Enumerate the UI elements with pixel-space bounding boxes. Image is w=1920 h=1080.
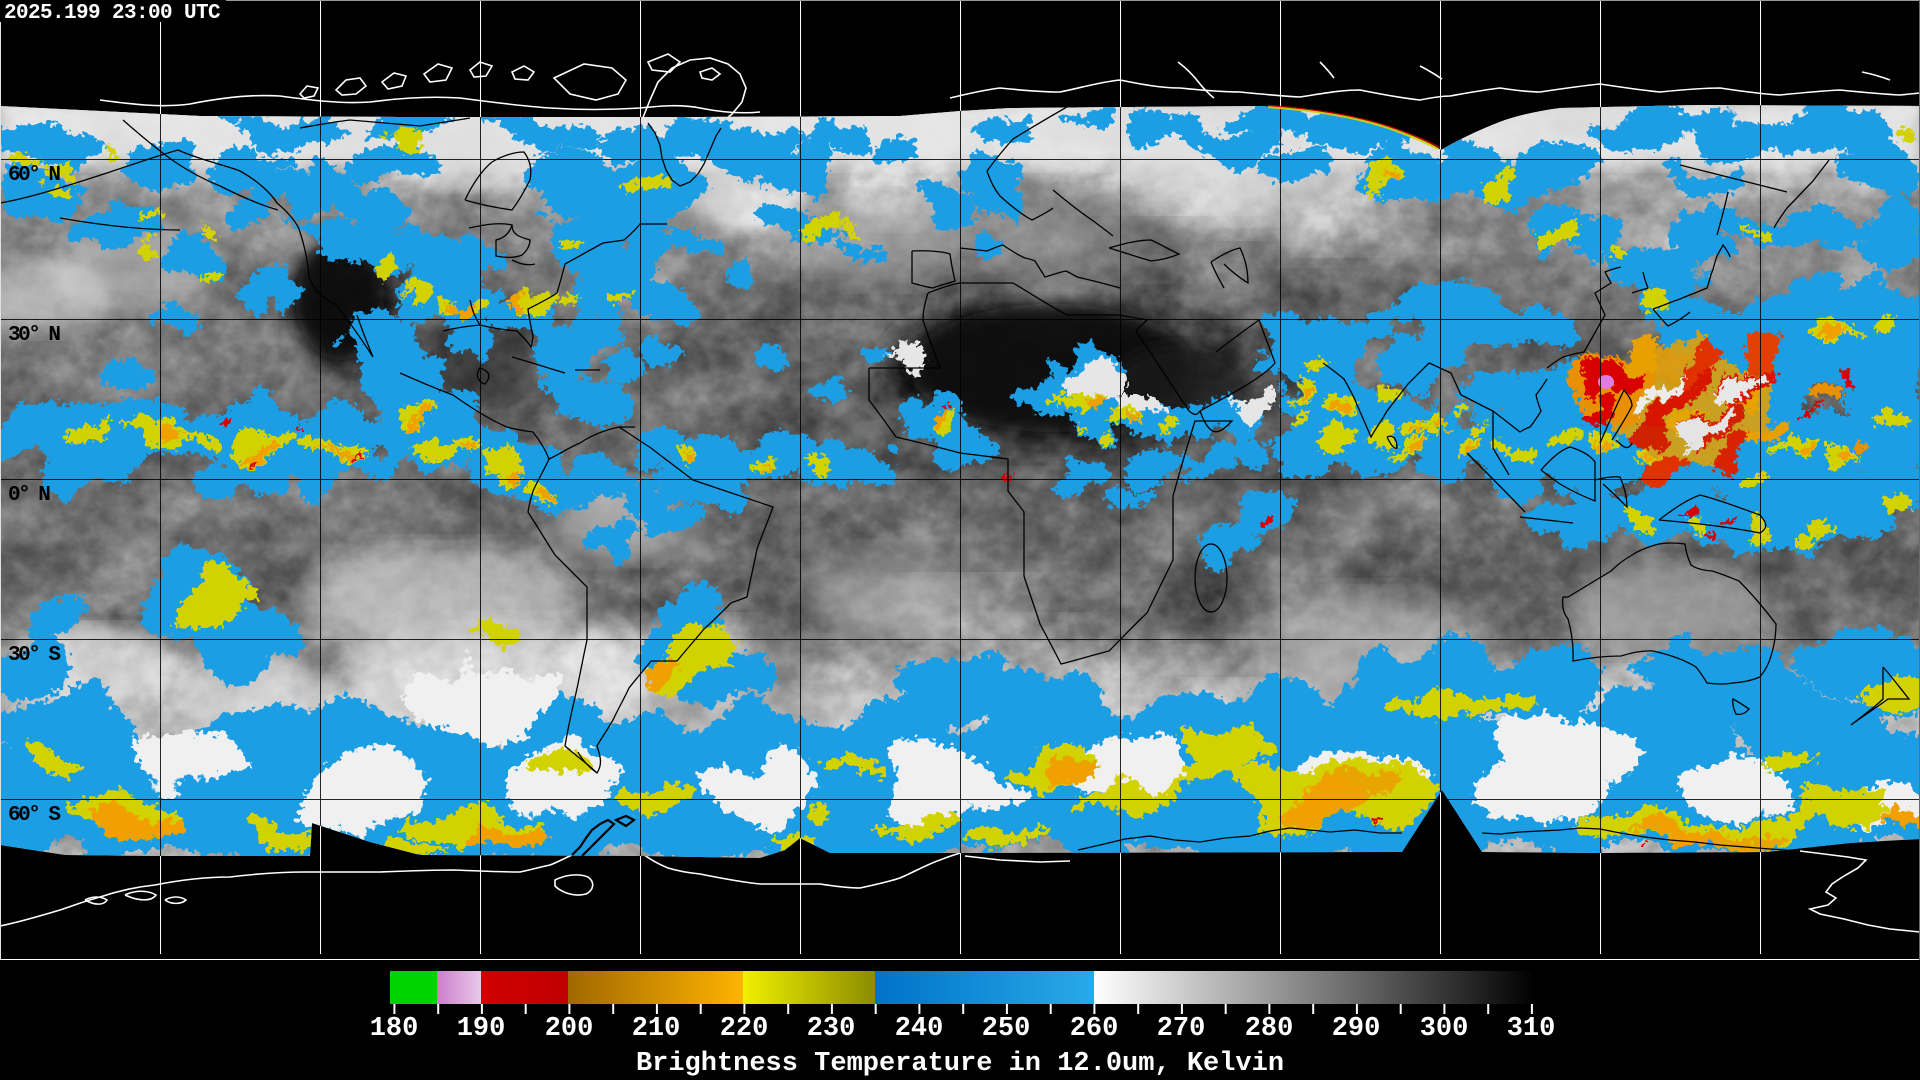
svg-text:180: 180: [370, 1014, 419, 1044]
svg-text:30° N: 30° N: [8, 324, 60, 347]
svg-text:2025.199 23:00 UTC: 2025.199 23:00 UTC: [4, 2, 221, 25]
svg-text:290: 290: [1332, 1014, 1381, 1044]
svg-text:250: 250: [982, 1014, 1031, 1044]
svg-text:200: 200: [545, 1014, 594, 1044]
svg-text:240: 240: [895, 1014, 944, 1044]
svg-text:230: 230: [807, 1014, 856, 1044]
svg-text:260: 260: [1070, 1014, 1119, 1044]
svg-text:190: 190: [457, 1014, 506, 1044]
svg-text:300: 300: [1420, 1014, 1469, 1044]
svg-text:0° N: 0° N: [8, 484, 50, 507]
svg-text:60° S: 60° S: [8, 804, 60, 827]
svg-text:270: 270: [1157, 1014, 1206, 1044]
svg-text:210: 210: [632, 1014, 681, 1044]
svg-text:60° N: 60° N: [8, 164, 60, 187]
svg-text:Brightness Temperature in 12.0: Brightness Temperature in 12.0um, Kelvin: [636, 1049, 1284, 1079]
svg-text:220: 220: [720, 1014, 769, 1044]
svg-text:30° S: 30° S: [8, 644, 60, 667]
svg-text:310: 310: [1507, 1014, 1556, 1044]
svg-text:280: 280: [1245, 1014, 1294, 1044]
